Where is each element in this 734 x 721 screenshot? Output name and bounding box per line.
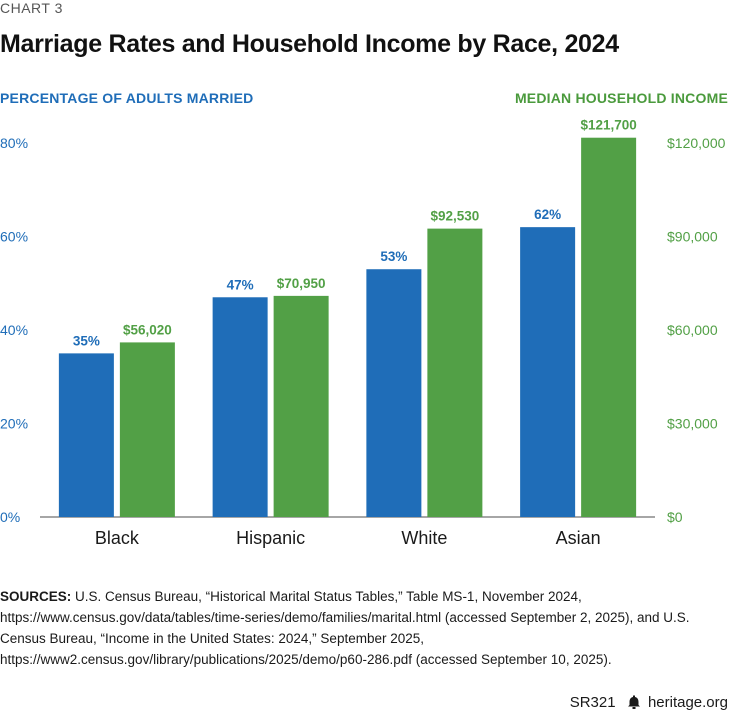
right-axis-tick-label: $90,000 <box>667 229 718 245</box>
footer: SR321 heritage.org <box>570 694 728 711</box>
income-bar <box>427 228 483 517</box>
married-bar <box>58 353 114 517</box>
chart-title: Marriage Rates and Household Income by R… <box>0 30 619 58</box>
right-axis-tick-label: $120,000 <box>667 135 726 151</box>
category-label: Hispanic <box>236 528 305 548</box>
category-label: Black <box>95 528 140 548</box>
married-data-label: 62% <box>534 207 561 222</box>
sources-text: U.S. Census Bureau, “Historical Marital … <box>0 589 690 667</box>
left-axis-tick-label: 0% <box>0 509 20 525</box>
married-bar <box>520 227 576 517</box>
site-link[interactable]: heritage.org <box>647 694 728 711</box>
married-data-label: 47% <box>227 277 254 292</box>
married-data-label: 35% <box>73 333 100 348</box>
report-id: SR321 <box>569 694 616 711</box>
category-label: White <box>401 528 447 548</box>
chart-number-label: CHART 3 <box>0 0 63 16</box>
income-bar <box>119 342 175 517</box>
income-bar <box>581 137 637 517</box>
left-axis-title: PERCENTAGE OF ADULTS MARRIED <box>0 90 254 106</box>
income-data-label: $56,020 <box>123 322 172 337</box>
right-axis-tick-label: $0 <box>667 509 683 525</box>
married-bar <box>366 269 422 517</box>
left-axis-tick-label: 80% <box>0 135 28 151</box>
income-data-label: $121,700 <box>580 118 636 133</box>
income-bar <box>273 295 329 517</box>
left-axis-tick-label: 60% <box>0 229 28 245</box>
left-axis-tick-label: 40% <box>0 322 28 338</box>
right-axis-title: MEDIAN HOUSEHOLD INCOME <box>514 90 728 106</box>
left-axis-tick-label: 20% <box>0 416 28 432</box>
sources-note: SOURCES: U.S. Census Bureau, “Historical… <box>0 586 720 670</box>
category-label: Asian <box>556 528 601 548</box>
sources-label: SOURCES: <box>0 589 72 604</box>
income-data-label: $92,530 <box>430 209 479 224</box>
right-axis-tick-label: $60,000 <box>667 322 718 338</box>
married-data-label: 53% <box>380 249 407 264</box>
bar-chart: 0% 20% 40% 60% 80% $0 $30,000 $60,000 $90,000 $12… <box>0 118 726 548</box>
married-bar <box>212 297 268 517</box>
income-data-label: $70,950 <box>277 276 326 291</box>
right-axis-tick-label: $30,000 <box>667 416 718 432</box>
bell-logo-icon <box>627 695 640 709</box>
